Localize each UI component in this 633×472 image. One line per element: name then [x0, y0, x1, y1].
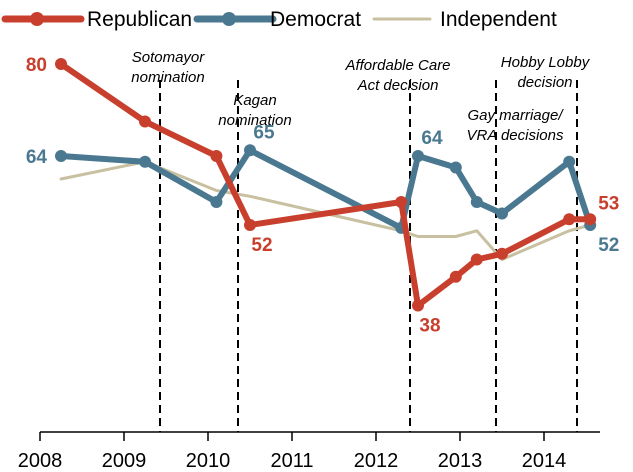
data-point-democrat	[139, 155, 151, 168]
data-point-republican	[563, 213, 576, 226]
data-point-republican	[496, 247, 508, 260]
series-line-independent	[59, 160, 592, 261]
data-point-democrat	[449, 161, 462, 174]
data-label-republican: 53	[598, 193, 619, 214]
series-lines	[55, 58, 597, 312]
legend-marker-republican	[30, 12, 44, 26]
data-label-republican: 52	[251, 235, 272, 256]
x-tick-label: 2014	[522, 450, 567, 472]
event-annotation: nomination	[218, 112, 291, 129]
data-label-republican: 80	[26, 55, 47, 76]
data-point-democrat	[412, 150, 424, 162]
event-annotation: Act decision	[357, 77, 439, 94]
event-annotation: VRA decisions	[467, 127, 564, 144]
event-annotation: decision	[517, 74, 572, 91]
legend-label-independent: Independent	[440, 8, 557, 31]
event-annotation: Hobby Lobby	[501, 54, 591, 71]
data-point-democrat	[496, 207, 508, 220]
data-label-democrat: 65	[253, 122, 275, 143]
event-markers: Sotomayor nomination Kagan nomination Afford…	[131, 49, 591, 432]
data-point-republican	[449, 270, 462, 283]
event-annotation: Gay marriage/	[467, 107, 564, 124]
data-point-republican	[584, 213, 597, 226]
series-line-republican	[58, 61, 594, 309]
data-label-republican: 38	[419, 316, 440, 337]
event-annotation: nomination	[131, 69, 204, 86]
legend-label-republican: Republican	[87, 8, 192, 31]
data-label-democrat: 52	[598, 235, 619, 256]
x-tick-label: 2013	[438, 450, 483, 472]
data-point-democrat	[563, 155, 576, 168]
x-tick-label: 2011	[270, 450, 313, 472]
data-point-republican	[210, 150, 223, 162]
data-labels: 80 64 52 65 64 38 53 52	[26, 55, 619, 337]
legend-label-democrat: Democrat	[270, 8, 361, 31]
data-label-democrat: 64	[421, 128, 443, 149]
data-point-republican	[470, 253, 483, 266]
data-point-republican	[395, 196, 408, 208]
event-annotation: Kagan	[233, 92, 276, 109]
data-point-democrat	[210, 196, 223, 208]
data-label-democrat: 64	[26, 147, 48, 168]
legend-marker-democrat	[222, 12, 236, 26]
x-tick-label: 2008	[18, 450, 63, 472]
data-point-democrat	[244, 144, 256, 157]
data-point-republican	[412, 299, 424, 312]
data-point-democrat	[470, 196, 483, 208]
x-axis: 2008 2009 2010 2011 2012 2013 2014	[18, 431, 600, 472]
event-annotation: Sotomayor	[132, 49, 206, 66]
data-point-republican	[55, 58, 67, 70]
event-annotation: Affordable Care	[344, 57, 450, 74]
legend: Republican Democrat Independent	[1, 8, 557, 31]
data-point-republican	[139, 115, 151, 128]
x-tick-label: 2012	[354, 450, 399, 472]
x-tick-label: 2010	[186, 450, 231, 472]
data-point-democrat	[55, 150, 67, 162]
data-point-republican	[244, 219, 256, 231]
x-tick-label: 2009	[102, 450, 147, 472]
